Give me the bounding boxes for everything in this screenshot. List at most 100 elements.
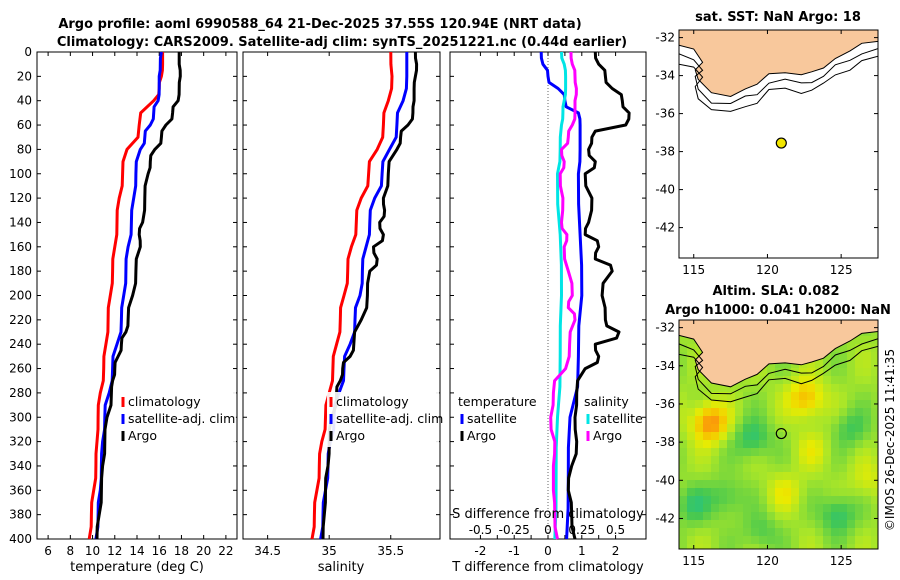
sla-cell	[871, 504, 878, 512]
sla-cell	[743, 392, 751, 400]
sla-cell	[839, 352, 847, 360]
sla-cell	[863, 512, 871, 520]
sla-cell	[719, 528, 727, 536]
sla-cell	[679, 504, 687, 512]
sla-cell	[775, 464, 783, 472]
sla-cell	[767, 512, 775, 520]
land-australia	[679, 320, 878, 388]
sla-cell	[679, 336, 687, 344]
sla-cell	[759, 424, 767, 432]
sla-cell	[751, 536, 759, 544]
depth-contour	[679, 338, 878, 395]
sla-cell	[855, 392, 863, 400]
sla-cell	[719, 488, 727, 496]
sla-cell	[719, 448, 727, 456]
sla-cell	[823, 416, 831, 424]
sla-cell	[711, 536, 719, 544]
float-location-marker	[775, 427, 787, 440]
sla-cell	[783, 456, 791, 464]
sla-cell	[775, 368, 783, 376]
sla-cell	[759, 376, 767, 384]
sla-cell	[863, 480, 871, 488]
sst-map-title: sat. SST: NaN Argo: 18	[695, 10, 861, 25]
sla-cell	[839, 384, 847, 392]
sla-cell	[687, 480, 695, 488]
sla-cell	[727, 488, 735, 496]
sla-cell	[815, 376, 823, 384]
sla-cell	[839, 488, 847, 496]
sla-cell	[839, 360, 847, 368]
sla-cell	[863, 432, 871, 440]
sla-cell	[783, 520, 791, 528]
sla-cell	[775, 528, 783, 536]
sla-cell	[775, 472, 783, 480]
sla-cell	[759, 432, 767, 440]
sla-cell	[783, 368, 791, 376]
series-line-climatology	[87, 52, 165, 540]
sla-cell	[687, 376, 695, 384]
sla-cell	[759, 536, 767, 544]
sla-cell	[719, 408, 727, 416]
sla-cell	[695, 536, 703, 544]
sla-cell	[719, 496, 727, 504]
sla-cell	[727, 520, 735, 528]
sla-cell	[711, 456, 719, 464]
sla-cell	[775, 416, 783, 424]
sla-cell	[783, 400, 791, 408]
sla-cell	[727, 400, 735, 408]
y-tick-label: 280	[9, 386, 32, 400]
sla-cell	[871, 384, 878, 392]
depth-contour	[679, 345, 878, 403]
sla-cell	[799, 480, 807, 488]
sla-cell	[839, 448, 847, 456]
sla-cell	[767, 536, 775, 544]
sla-cell	[831, 528, 839, 536]
sla-cell	[863, 336, 871, 344]
imos-watermark: ©IMOS 26-Dec-2025 11:41:35	[883, 349, 897, 531]
sla-cell	[783, 440, 791, 448]
plot-frame	[36, 51, 238, 540]
sla-cell	[679, 528, 687, 536]
sla-cell	[871, 376, 878, 384]
sla-cell	[727, 528, 735, 536]
plot-frame	[242, 51, 441, 540]
sla-cell	[823, 512, 831, 520]
sla-cell	[703, 488, 711, 496]
sla-cell	[783, 480, 791, 488]
sla-cell	[863, 352, 871, 360]
sla-map-panel: 115 120 125 -32 -34 -36 -38 -40 -42	[655, 319, 879, 568]
sla-cell	[871, 544, 878, 549]
sla-cell	[807, 480, 815, 488]
sla-cell	[815, 408, 823, 416]
sla-cell	[743, 520, 751, 528]
sla-cell	[759, 416, 767, 424]
sla-cell	[679, 368, 687, 376]
sla-cell	[775, 424, 783, 432]
sla-cell	[687, 408, 695, 416]
sla-cell	[855, 448, 863, 456]
sla-cell	[727, 416, 735, 424]
sla-cell	[807, 464, 815, 472]
y-tick-label: 220	[9, 313, 32, 327]
sla-cell	[847, 432, 855, 440]
sla-cell	[759, 456, 767, 464]
sla-cell	[735, 536, 743, 544]
sla-cell	[679, 464, 687, 472]
sla-cell	[791, 384, 799, 392]
sla-cell	[831, 376, 839, 384]
sla-cell	[695, 344, 703, 352]
sla-cell	[863, 440, 871, 448]
sla-cell	[791, 448, 799, 456]
sla-cell	[751, 464, 759, 472]
sla-cell	[719, 392, 727, 400]
legend-label-argo: Argo	[467, 428, 496, 443]
sla-cell	[775, 520, 783, 528]
sla-cell	[687, 536, 695, 544]
sla-cell	[703, 464, 711, 472]
sla-cell	[743, 496, 751, 504]
sla-cell	[823, 520, 831, 528]
sla-cell	[815, 496, 823, 504]
sla-cell	[815, 400, 823, 408]
sla-cell	[823, 464, 831, 472]
map-content	[679, 320, 878, 549]
